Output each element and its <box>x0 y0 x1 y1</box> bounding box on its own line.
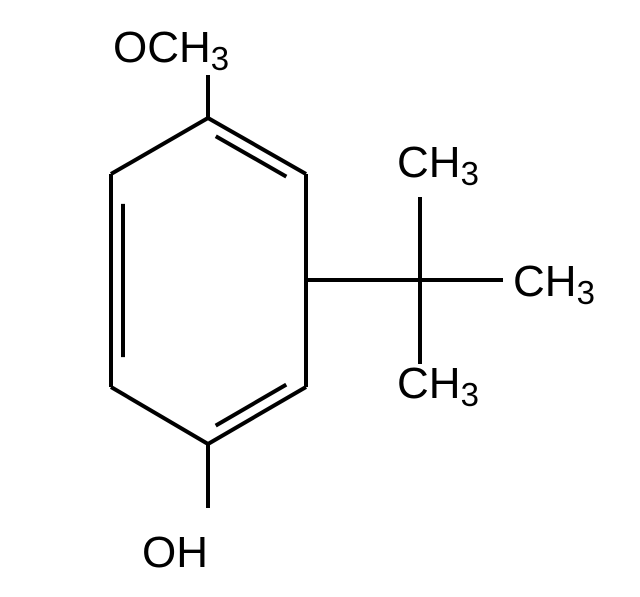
label-CH3_right: CH3 <box>513 257 595 311</box>
label-CH3_up-text: CH <box>397 138 461 187</box>
label-CH3_up-sub: 3 <box>461 155 479 192</box>
label-OH: OH <box>142 528 208 577</box>
label-CH3_down: CH3 <box>397 359 479 413</box>
label-OCH3: OCH3 <box>113 23 229 77</box>
label-OCH3-text: OCH <box>113 23 211 72</box>
chemical-structure-svg: OCH3OHCH3CH3CH3 <box>0 0 640 597</box>
label-CH3_up: CH3 <box>397 138 479 192</box>
label-OH-text: OH <box>142 528 208 577</box>
label-CH3_right-sub: 3 <box>577 274 595 311</box>
label-CH3_down-sub: 3 <box>461 376 479 413</box>
label-OCH3-sub: 3 <box>211 40 229 77</box>
label-CH3_right-text: CH <box>513 257 577 306</box>
label-CH3_down-text: CH <box>397 359 461 408</box>
label-layer: OCH3OHCH3CH3CH3 <box>113 23 595 577</box>
